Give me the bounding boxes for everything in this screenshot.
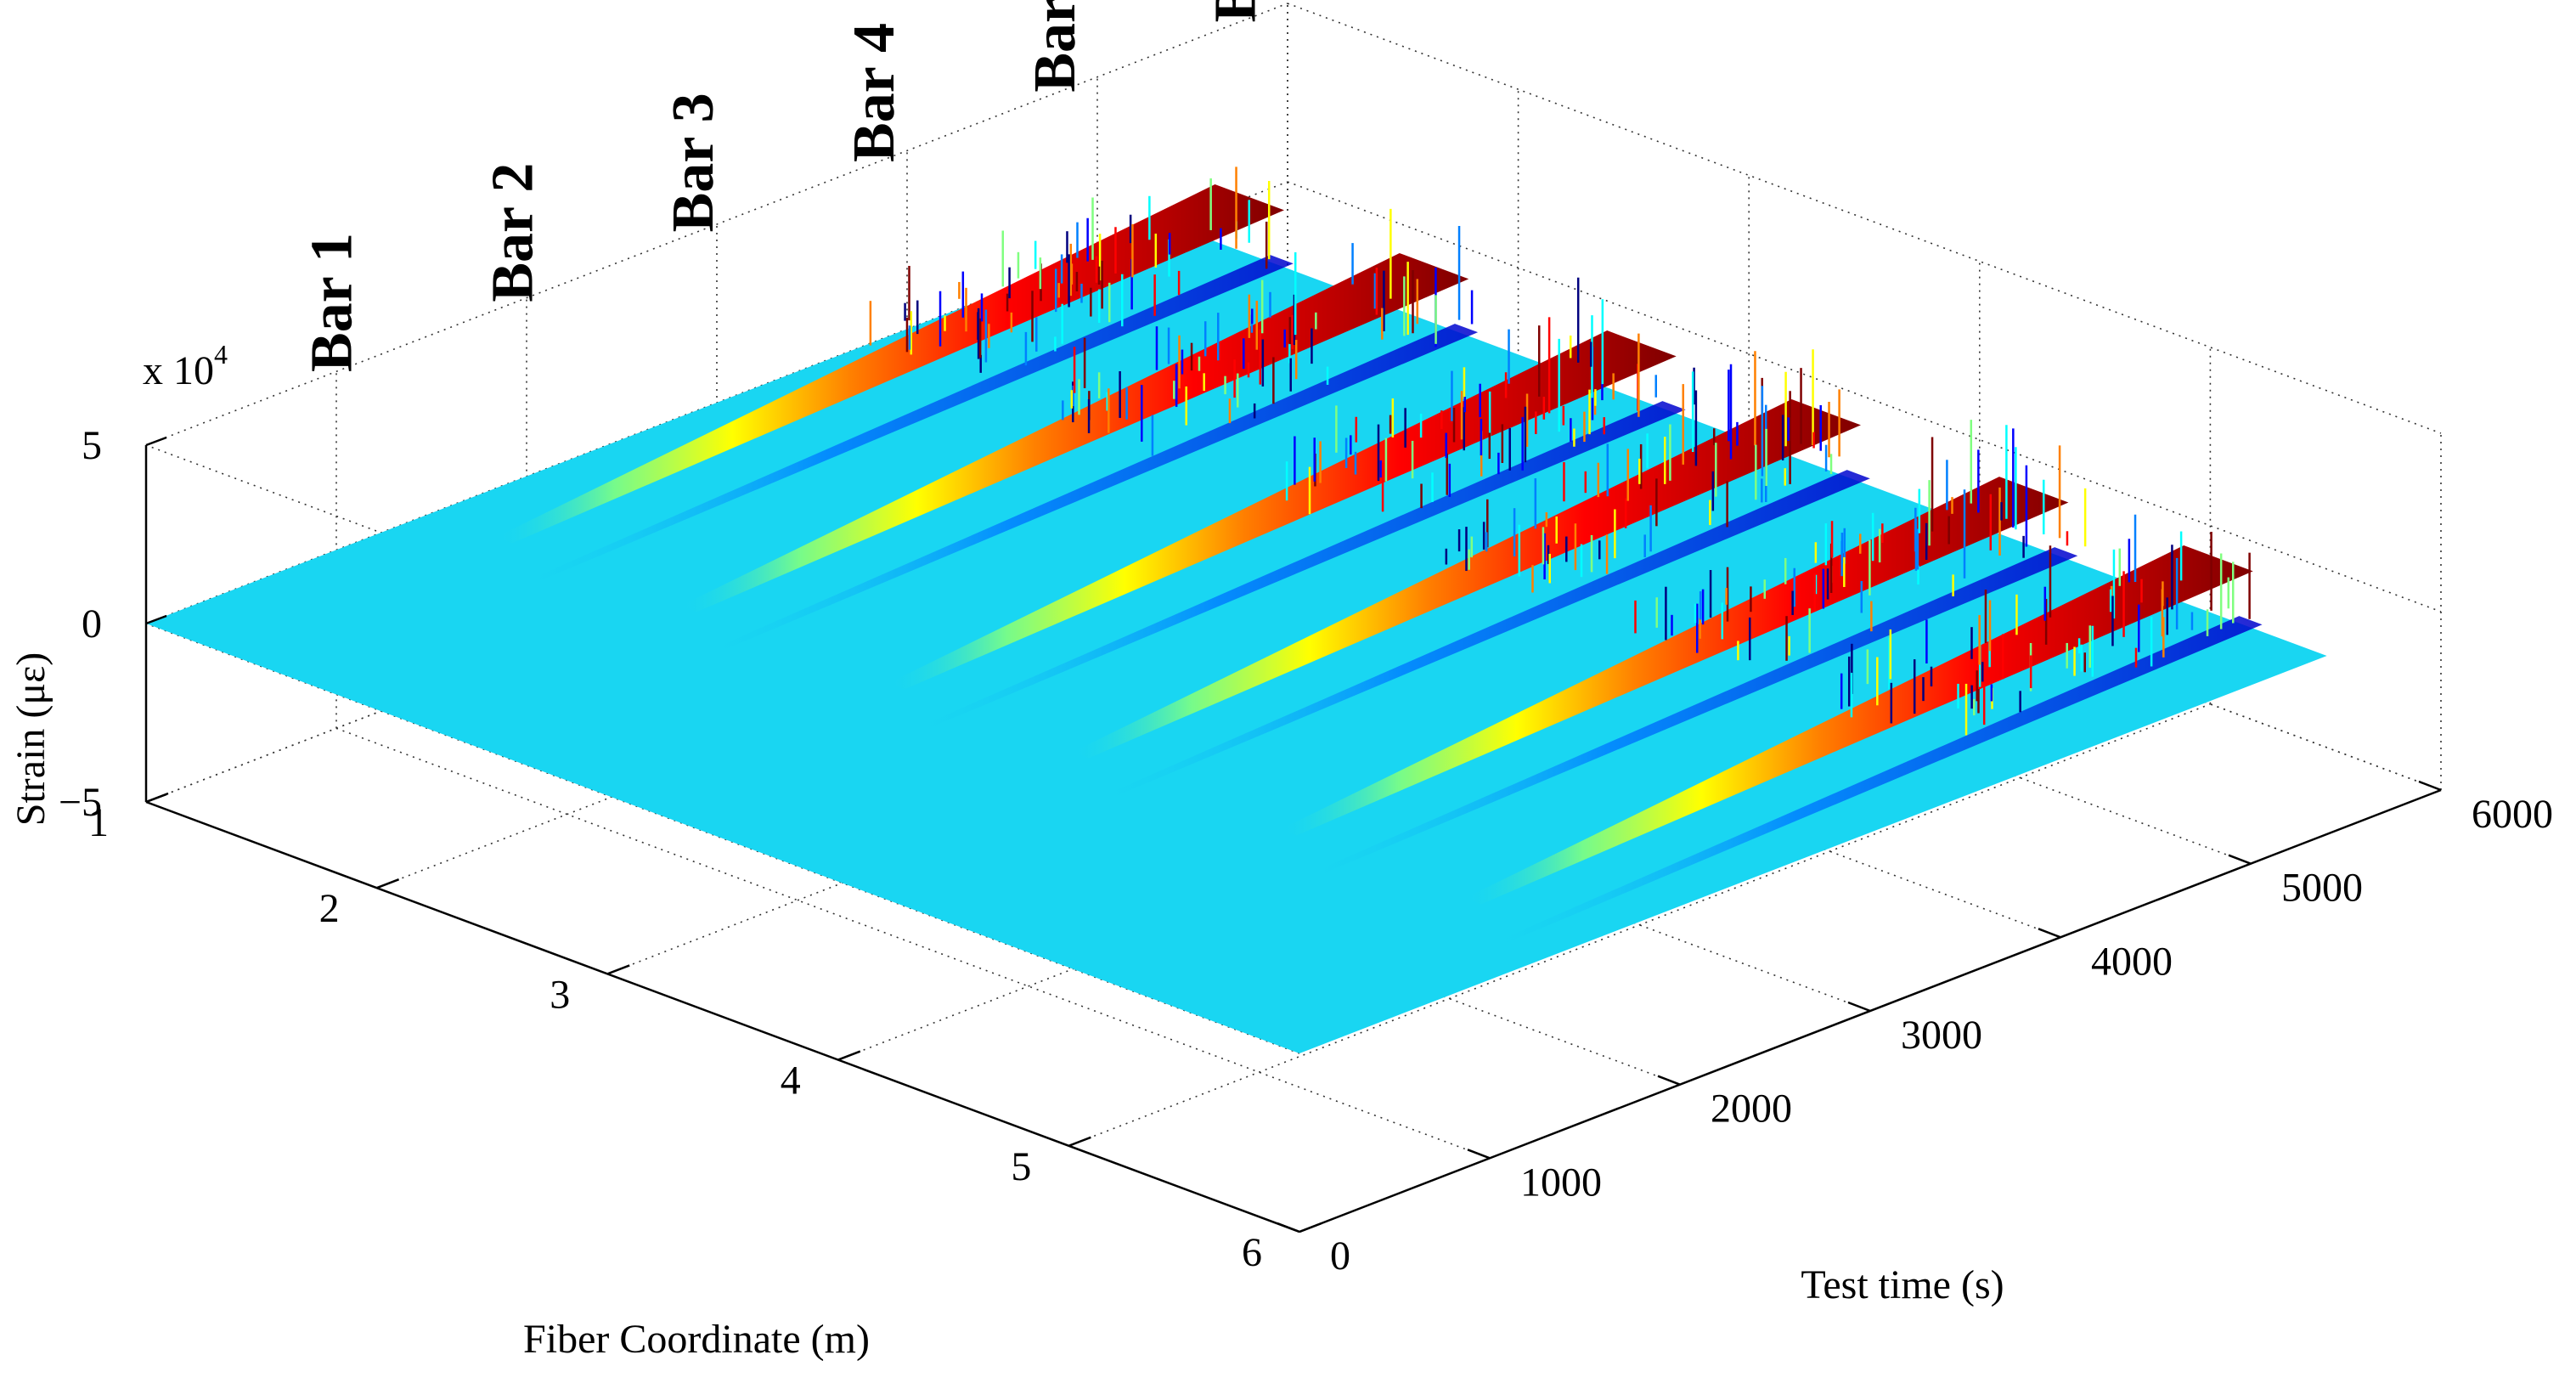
fiber-tick-label: 2	[319, 886, 340, 931]
surface-ridge-1	[496, 184, 1284, 544]
tick-labels: 1 2 3 4 5 6 0 1000 2000 3000 4000 5000 6000 −5 0 5	[59, 423, 2553, 1279]
fiber-tick-label: 3	[550, 972, 570, 1017]
grid-line-strain-back	[145, 3, 1288, 446]
time-tick-label: 5000	[2281, 866, 2363, 911]
surface-trough	[512, 255, 1294, 590]
bar-label-4: Bar 4	[842, 23, 907, 162]
fiber-tick-label: 5	[1011, 1144, 1031, 1189]
bar-label-5: Bar 5	[1023, 0, 1088, 93]
fiber-tick-mark	[837, 1050, 861, 1061]
time-tick-label: 2000	[1711, 1087, 1792, 1132]
strain-surface	[146, 167, 2327, 1053]
surface-ridge-3	[888, 330, 1677, 690]
fiber-tick-mark	[1299, 1222, 1322, 1233]
fiber-tick-mark	[606, 964, 630, 975]
grid-line-fiber-floor	[1068, 703, 2211, 1147]
time-tick-label: 4000	[2091, 939, 2173, 984]
time-tick-label: 3000	[1901, 1013, 1982, 1058]
surface-ridge-6	[1464, 545, 2253, 905]
surface-ridge-5	[1280, 477, 2069, 836]
surface-trough	[905, 401, 1686, 736]
strain-tick-mark	[145, 436, 167, 447]
y-axis-label: Test time (s)	[1801, 1262, 2004, 1307]
axis-labels: Strain (με) Fiber Coordinate (m) Test ti…	[8, 339, 2004, 1362]
fiber-tick-mark	[376, 878, 400, 889]
x-axis-label: Fiber Coordinate (m)	[523, 1317, 870, 1362]
time-tick-label: 6000	[2472, 792, 2553, 837]
z-exponent-power: 4	[214, 339, 228, 370]
surface-trough	[1481, 616, 2263, 951]
fiber-tick-label: 6	[1242, 1230, 1262, 1275]
z-exponent-base: x 10	[143, 348, 214, 393]
time-tick-mark	[2038, 928, 2061, 939]
grid-line-strain-right	[1287, 181, 2442, 612]
surface-ridge-4	[1073, 399, 1861, 759]
fiber-tick-label: 1	[88, 800, 109, 845]
fiber-tick-mark	[1068, 1136, 1091, 1147]
surface-trough	[697, 324, 1479, 658]
bar-label-2: Bar 2	[480, 163, 545, 302]
z-axis-label: Strain (με)	[8, 652, 54, 827]
bar-labels: Bar 1 Bar 2 Bar 3 Bar 4 Bar 5 Bar 6	[300, 0, 1269, 372]
grid-line-time-floor	[335, 727, 1491, 1160]
z-exponent-label: x 104	[143, 339, 228, 393]
fiber-tick-label: 4	[781, 1058, 801, 1104]
strain-tick-label: 5	[82, 423, 102, 468]
time-tick-label: 1000	[1520, 1160, 1602, 1205]
time-tick-mark	[1467, 1149, 1491, 1160]
strain-tick-label: −5	[59, 780, 102, 825]
time-tick-label: 0	[1330, 1233, 1350, 1279]
fiber-axis-line	[145, 800, 1300, 1233]
surface-ridge-2	[680, 252, 1469, 612]
surface-trough	[1297, 547, 2078, 882]
surface-trough	[1089, 470, 1870, 804]
strain-tick-mark	[145, 793, 167, 804]
bar-label-3: Bar 3	[661, 93, 726, 232]
time-tick-mark	[1847, 1001, 1871, 1013]
bar-label-1: Bar 1	[300, 233, 365, 372]
time-tick-mark	[1277, 1222, 1300, 1233]
strain-tick-label: 0	[82, 601, 102, 646]
bar-label-6: Bar 6	[1203, 0, 1269, 22]
time-tick-mark	[2418, 780, 2442, 792]
time-tick-mark	[1657, 1075, 1681, 1086]
strain-tick-mark	[145, 614, 167, 625]
grid-line-strain-right	[1287, 3, 2442, 434]
time-tick-mark	[2228, 854, 2252, 865]
surface-base-plane	[146, 226, 2327, 1053]
